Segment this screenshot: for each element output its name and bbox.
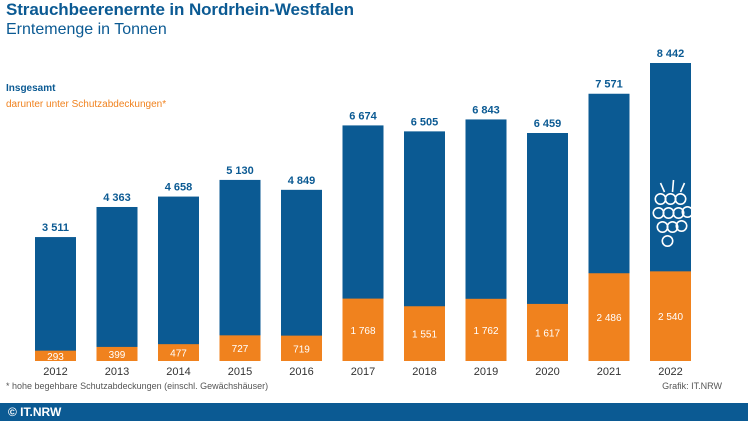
bar-covered-2020: [527, 303, 568, 361]
bar-covered-2015: [219, 335, 261, 361]
bar-covered-2021: [588, 273, 630, 361]
label-total-2018: 6 505: [411, 116, 439, 128]
label-covered-2013: 399: [109, 350, 126, 361]
label-covered-2017: 1 768: [350, 326, 375, 337]
tick-2021: 2021: [597, 366, 621, 378]
bar-covered-2018: [404, 306, 445, 361]
tick-2017: 2017: [351, 366, 375, 378]
label-covered-2019: 1 762: [473, 326, 498, 337]
bar-covered-2014: [158, 344, 199, 361]
tick-2012: 2012: [43, 366, 67, 378]
berry-icon: [652, 179, 694, 248]
label-covered-2012: 293: [47, 352, 64, 363]
tick-2020: 2020: [535, 366, 559, 378]
label-total-2019: 6 843: [472, 104, 500, 116]
label-total-2014: 4 658: [165, 182, 193, 194]
legend-total: Insgesamt: [6, 83, 56, 94]
bar-total-2012: [35, 237, 76, 361]
footer-copyright: © IT.NRW: [8, 405, 62, 419]
source-credit: Grafik: IT.NRW: [662, 381, 722, 391]
tick-2014: 2014: [166, 366, 190, 378]
bar-covered-2013: [96, 346, 138, 361]
label-covered-2022: 2 540: [658, 312, 683, 323]
bar-covered-2012: [35, 350, 76, 361]
tick-2018: 2018: [412, 366, 436, 378]
tick-2022: 2022: [658, 366, 682, 378]
bar-covered-2017: [342, 298, 384, 361]
bar-chart: 3 511 293 2012 4 363 399 2013 4 658 477 2014 5 13…: [35, 48, 694, 378]
tick-2013: 2013: [105, 366, 129, 378]
bar-total-2015: [219, 179, 261, 361]
label-total-2015: 5 130: [226, 165, 254, 177]
bar-total-2014: [158, 196, 199, 361]
label-covered-2014: 477: [170, 349, 187, 360]
label-total-2017: 6 674: [349, 110, 377, 122]
bar-covered-2019: [465, 298, 507, 361]
label-covered-2020: 1 617: [535, 328, 560, 339]
bar-total-2016: [281, 189, 322, 361]
label-total-2020: 6 459: [534, 118, 562, 130]
legend-covered: darunter unter Schutzabdeckungen*: [6, 99, 167, 110]
chart-subtitle: Erntemenge in Tonnen: [6, 21, 167, 38]
label-covered-2021: 2 486: [596, 313, 621, 324]
label-covered-2016: 719: [293, 344, 310, 355]
tick-2015: 2015: [228, 366, 252, 378]
label-covered-2018: 1 551: [412, 330, 437, 341]
footer-bar: © IT.NRW: [0, 403, 748, 421]
label-total-2013: 4 363: [103, 192, 131, 204]
tick-2019: 2019: [474, 366, 498, 378]
label-total-2012: 3 511: [42, 222, 69, 234]
label-total-2021: 7 571: [595, 79, 623, 91]
label-total-2016: 4 849: [288, 175, 316, 187]
chart-title: Strauchbeerenernte in Nordrhein-Westfale…: [6, 0, 354, 19]
label-total-2022: 8 442: [657, 48, 685, 60]
bar-total-2013: [96, 206, 138, 361]
bar-covered-2022: [650, 271, 691, 361]
label-covered-2015: 727: [232, 344, 249, 355]
bar-covered-2016: [281, 335, 322, 361]
tick-2016: 2016: [289, 366, 313, 378]
footnote: * hohe begehbare Schutzabdeckungen (eins…: [6, 381, 269, 391]
